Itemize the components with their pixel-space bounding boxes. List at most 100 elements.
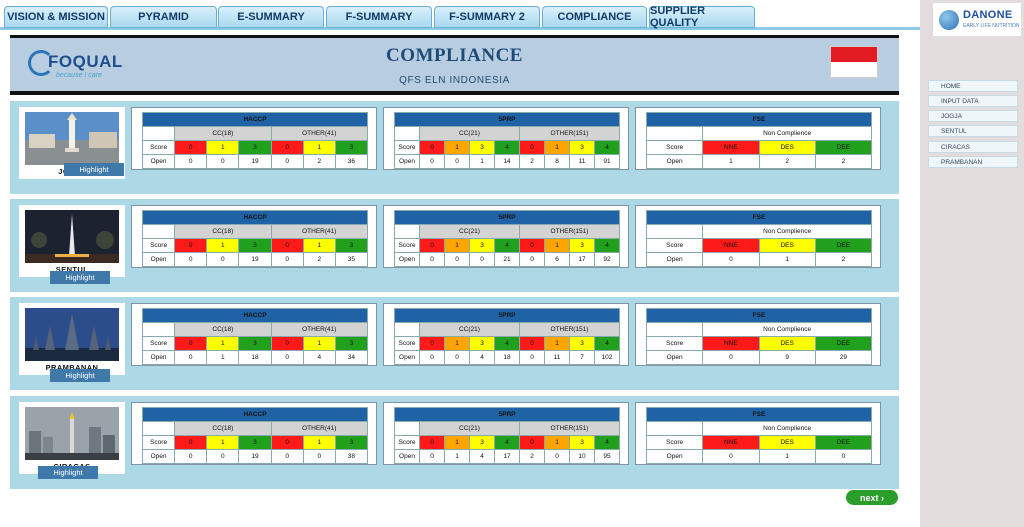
next-button-label: next [859, 492, 879, 503]
other-label: OTHER(41) [270, 224, 369, 239]
nav-ciracas[interactable]: CIRACAS [928, 141, 1018, 153]
other-open-cell: 95 [594, 449, 620, 464]
cc-open-cell: 19 [238, 154, 272, 169]
other-score-cell: 3 [334, 435, 369, 450]
other-label: OTHER(41) [270, 421, 369, 436]
fse-panel: FSE Non Complience Score NNE DES DEE Open 0 9 29 [635, 303, 881, 366]
cc-open-cell: 0 [174, 350, 208, 365]
danone-logo-name: DANONE [963, 9, 1013, 21]
danone-logo-icon [939, 10, 959, 30]
tab-compliance[interactable]: COMPLIANCE [542, 6, 647, 28]
fse-open-dee: 2 [814, 154, 873, 169]
other-label: OTHER(151) [519, 224, 620, 239]
fse-score-des: DES [758, 140, 816, 155]
cc-open-cell: 0 [444, 154, 470, 169]
fse-open-nne: 0 [702, 350, 760, 365]
prp-title: 5PRP [394, 112, 620, 127]
nav-input-data[interactable]: INPUT DATA [928, 95, 1018, 107]
blank-cell [645, 322, 704, 337]
fse-score-dee: DEE [814, 336, 873, 351]
other-open-cell: 38 [334, 449, 369, 464]
open-label: Open [141, 449, 176, 464]
cc-open-cell: 18 [494, 350, 520, 365]
other-score-cell: 0 [270, 435, 304, 450]
other-open-cell: 17 [569, 252, 595, 267]
other-open-cell: 36 [334, 154, 369, 169]
cc-score-cell: 3 [238, 336, 272, 351]
cc-open-cell: 1 [469, 154, 495, 169]
tab-f-summary[interactable]: F-SUMMARY [326, 6, 432, 28]
highlight-button[interactable]: Highlight [50, 369, 110, 382]
other-score-cell: 0 [519, 140, 545, 155]
cc-label: CC(18) [174, 224, 272, 239]
other-open-cell: 0 [270, 154, 304, 169]
other-score-cell: 3 [334, 238, 369, 253]
nav-prambanan[interactable]: PRAMBANAN [928, 156, 1018, 168]
next-button[interactable]: next › [846, 490, 898, 505]
prp-table: 5PRP CC(21) OTHER(151) Score 0 1 3 4 0 1 3 4 Open 0 1 4… [394, 407, 620, 464]
fse-open-nne: 0 [702, 449, 760, 464]
cc-open-cell: 0 [444, 252, 470, 267]
cc-score-cell: 0 [419, 140, 445, 155]
prp-panel: 5PRP CC(21) OTHER(151) Score 0 1 3 4 0 1 3 4 Open 0 0 4… [383, 303, 629, 366]
score-label: Score [645, 140, 704, 155]
cc-label: CC(21) [419, 322, 520, 337]
fse-panel: FSE Non Complience Score NNE DES DEE Open 0 1 0 [635, 402, 881, 465]
cc-open-cell: 0 [419, 449, 445, 464]
cc-open-cell: 21 [494, 252, 520, 267]
highlight-button[interactable]: Highlight [50, 271, 110, 284]
cc-score-cell: 4 [494, 435, 520, 450]
other-score-cell: 4 [594, 140, 620, 155]
open-label: Open [645, 252, 704, 267]
fse-score-dee: DEE [814, 435, 873, 450]
fse-score-nne: NNE [702, 238, 760, 253]
cc-open-cell: 0 [174, 154, 208, 169]
fse-score-des: DES [758, 238, 816, 253]
cc-open-cell: 0 [206, 449, 240, 464]
other-open-cell: 2 [519, 449, 545, 464]
haccp-title: HACCP [142, 112, 368, 127]
fse-open-des: 2 [758, 154, 816, 169]
other-score-cell: 0 [519, 435, 545, 450]
other-open-cell: 2 [519, 154, 545, 169]
other-score-cell: 1 [544, 238, 570, 253]
tab-pyramid[interactable]: PYRAMID [110, 6, 217, 28]
score-label: Score [645, 435, 704, 450]
other-open-cell: 0 [270, 350, 304, 365]
cc-open-cell: 14 [494, 154, 520, 169]
open-label: Open [645, 350, 704, 365]
score-label: Score [394, 238, 420, 253]
cc-open-cell: 0 [206, 154, 240, 169]
tab-f-summary-2[interactable]: F-SUMMARY 2 [434, 6, 540, 28]
cc-score-cell: 0 [419, 435, 445, 450]
nav-home[interactable]: HOME [928, 80, 1018, 92]
foqual-logo-text: FOQUAL [48, 52, 123, 71]
haccp-panel: HACCP CC(18) OTHER(41) Score 0 1 3 0 1 3 Open 0 0 19 0… [131, 107, 377, 170]
highlight-button[interactable]: Highlight [38, 466, 98, 479]
prp-table: 5PRP CC(21) OTHER(151) Score 0 1 3 4 0 1 3 4 Open 0 0 0… [394, 210, 620, 267]
non-compliance-label: Non Complience [702, 421, 872, 436]
cc-score-cell: 3 [469, 238, 495, 253]
tab-e-summary[interactable]: E-SUMMARY [218, 6, 324, 28]
cc-score-cell: 1 [444, 336, 470, 351]
fse-open-dee: 2 [814, 252, 873, 267]
other-score-cell: 3 [569, 435, 595, 450]
danone-logo-tagline: EARLY LIFE NUTRITION [963, 23, 1020, 29]
other-open-cell: 2 [302, 154, 336, 169]
fse-score-dee: DEE [814, 140, 873, 155]
nav-jogja[interactable]: JOGJA [928, 110, 1018, 122]
highlight-button[interactable]: Highlight [64, 163, 124, 176]
header-bottom-rule [10, 91, 899, 95]
cc-score-cell: 0 [174, 435, 208, 450]
tab-supplier-quality[interactable]: SUPPLIER QUALITY [649, 5, 755, 29]
nav-sentul[interactable]: SENTUL [928, 125, 1018, 137]
foqual-logo: FOQUAL because I care [28, 48, 138, 84]
fse-table: FSE Non Complience Score NNE DES DEE Open 0 1 0 [645, 407, 873, 464]
other-score-cell: 1 [302, 238, 336, 253]
fse-score-des: DES [758, 336, 816, 351]
score-label: Score [645, 238, 704, 253]
tab-vision-mission[interactable]: VISION & MISSION [4, 6, 108, 28]
cc-score-cell: 1 [206, 435, 240, 450]
fse-table: FSE Non Complience Score NNE DES DEE Open 0 9 29 [645, 308, 873, 365]
cc-open-cell: 19 [238, 252, 272, 267]
